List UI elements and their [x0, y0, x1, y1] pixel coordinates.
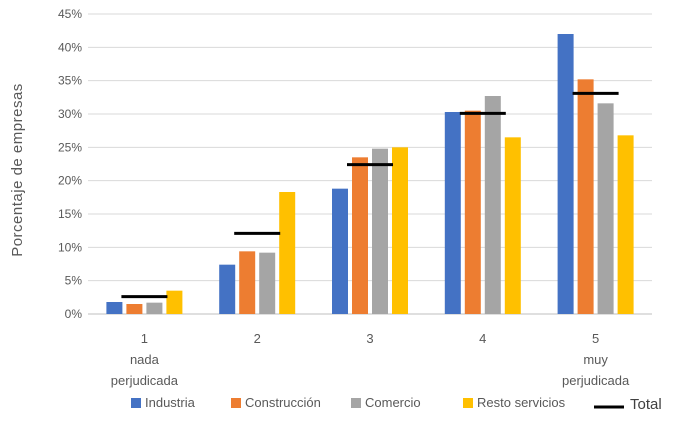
bar-industria [557, 34, 574, 314]
y-tick-label: 10% [58, 240, 82, 254]
bar-industria [106, 302, 123, 314]
x-category-label: 4 [479, 331, 486, 346]
grid-lines [88, 13, 652, 315]
bar-comercio [484, 96, 501, 314]
legend-label: Construcción [245, 395, 321, 410]
bar-comercio [259, 252, 276, 314]
x-category-label: 1 [141, 331, 148, 346]
total-markers [121, 91, 619, 299]
legend-label: Industria [145, 395, 196, 410]
bar-resto-servicios [617, 135, 634, 314]
bar-resto-servicios [392, 147, 408, 314]
bar-comercio [597, 103, 614, 314]
y-tick-label: 30% [58, 107, 82, 121]
y-tick-label: 20% [58, 174, 82, 188]
x-category-label: muy [583, 352, 608, 367]
bar-construcción [239, 251, 256, 314]
bar-industria [332, 188, 348, 314]
bars [106, 34, 634, 315]
y-tick-label: 25% [58, 140, 82, 154]
bar-industria [444, 112, 461, 314]
legend-swatch [351, 398, 361, 408]
bar-resto-servicios [504, 137, 521, 314]
x-category-label: 3 [366, 331, 373, 346]
x-category-label: 2 [254, 331, 261, 346]
legend: Industria Construcción Comercio Resto servi… [131, 395, 662, 413]
legend-label: Comercio [365, 395, 421, 410]
legend-label: Resto servicios [477, 395, 566, 410]
y-tick-label: 5% [65, 274, 83, 288]
y-tick-label: 15% [58, 207, 82, 221]
bar-construcción [126, 304, 143, 314]
x-category-label: perjudicada [562, 373, 630, 388]
y-axis-title: Porcentaje de empresas [9, 83, 26, 257]
bar-industria [219, 264, 236, 314]
legend-swatch [463, 398, 473, 408]
x-category-label: 5 [592, 331, 599, 346]
bar-construcción [352, 157, 368, 314]
bar-resto-servicios [166, 290, 183, 314]
legend-swatch [231, 398, 241, 408]
bar-construcción [577, 79, 594, 314]
x-category-label: nada [130, 352, 160, 367]
y-tick-label: 0% [65, 307, 83, 321]
y-axis-ticks: 0% 5% 10% 15% 20% 25% 30% 35% 40% 45% [58, 7, 82, 321]
bar-construcción [464, 110, 481, 315]
bar-resto-servicios [279, 192, 296, 314]
x-category-label: perjudicada [111, 373, 179, 388]
y-tick-label: 45% [58, 7, 82, 21]
y-tick-label: 35% [58, 74, 82, 88]
bar-comercio [146, 302, 163, 314]
legend-swatch [131, 398, 141, 408]
legend-label-total: Total [630, 396, 662, 413]
bar-comercio [372, 148, 388, 314]
x-axis-categories: 1 nada perjudicada 2 3 4 5 muy perjudicada [111, 331, 630, 388]
y-tick-label: 40% [58, 40, 82, 54]
